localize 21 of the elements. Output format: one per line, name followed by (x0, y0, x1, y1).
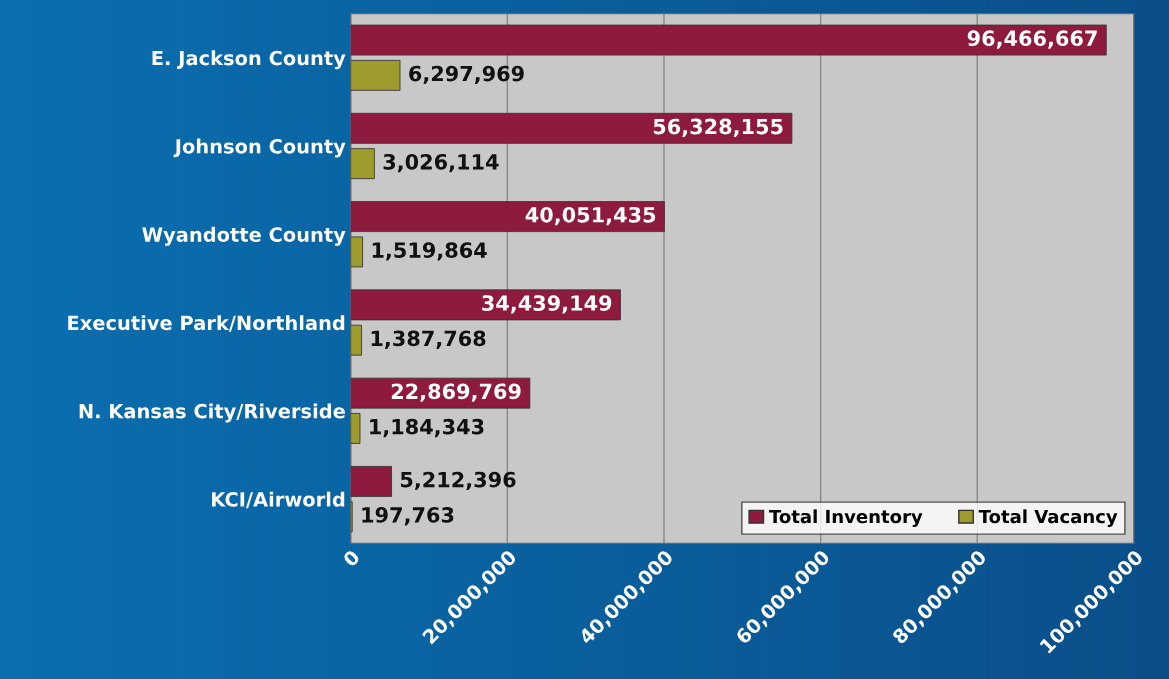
y-tick-label: Wyandotte County (142, 226, 346, 246)
data-label: 6,297,969 (409, 65, 524, 85)
y-tick-label: N. Kansas City/Riverside (79, 403, 345, 423)
data-label: 3,026,114 (383, 153, 499, 173)
y-tick-label: Executive Park/Northland (68, 315, 345, 332)
data-label: 5,212,396 (400, 471, 516, 491)
x-tick-label: 0 (342, 548, 361, 568)
data-label: 1,184,343 (370, 418, 484, 438)
y-tick-label: E. Jackson County (152, 50, 346, 70)
data-label: 34,439,149 (482, 295, 612, 314)
data-label: 22,869,769 (391, 383, 521, 402)
data-label: 96,466,667 (967, 30, 1097, 49)
data-label: 197,763 (362, 507, 454, 526)
data-label: 56,328,155 (653, 118, 783, 138)
legend-label: Total Vacancy (978, 509, 1118, 527)
data-label: 1,387,768 (371, 330, 486, 349)
data-label: 1,519,864 (372, 242, 487, 261)
y-tick-label: KCI/Airworld (212, 491, 345, 509)
legend-label: Total Inventory (769, 509, 923, 527)
data-label: 40,051,435 (525, 206, 656, 226)
y-tick-label: Johnson County (173, 138, 346, 158)
